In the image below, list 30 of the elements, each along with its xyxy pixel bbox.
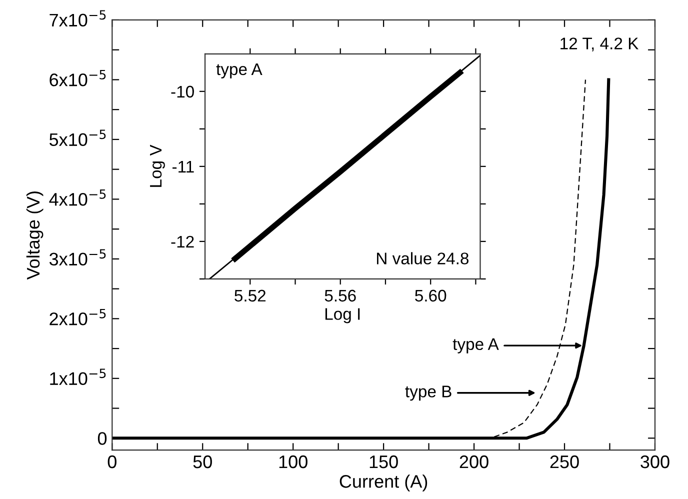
y-tick-label: 4x10$^{−5}$ bbox=[49, 189, 106, 206]
y-tick-label: 1x10$^{−5}$ bbox=[50, 368, 106, 386]
y-tick-label: 6x10$^{−5}$ bbox=[50, 70, 106, 86]
x-tick-label: 250 bbox=[550, 455, 579, 468]
x-axis-title: Current (A) bbox=[340, 474, 428, 492]
y-tick-label: -10 bbox=[171, 86, 194, 98]
x-tick-label: 5.52 bbox=[234, 290, 266, 302]
annotation: type A bbox=[216, 64, 262, 78]
y-tick-label: 0 bbox=[98, 432, 107, 445]
x-tick-label: 5.60 bbox=[415, 290, 446, 302]
y-tick-label: -11 bbox=[172, 160, 194, 172]
y-axis-title: Log V bbox=[150, 144, 165, 187]
annotation: type A bbox=[452, 338, 499, 354]
x-tick-label: 0 bbox=[108, 455, 116, 468]
annotation: N value 24.8 bbox=[377, 252, 468, 264]
x-axis-title: Log I bbox=[325, 308, 360, 324]
x-tick-label: 100 bbox=[279, 455, 308, 468]
annotation: type B bbox=[405, 386, 452, 401]
x-tick-label: 200 bbox=[460, 455, 488, 468]
x-tick-label: 5.56 bbox=[324, 290, 356, 302]
x-tick-label: 50 bbox=[193, 455, 212, 468]
y-axis-title: Voltage (V) bbox=[26, 191, 44, 280]
x-tick-label: 150 bbox=[370, 455, 398, 468]
y-tick-label: 7x10$^{−5}$ bbox=[50, 10, 106, 27]
y-tick-label: 2x10$^{−5}$ bbox=[50, 308, 106, 326]
y-tick-label: 3x10$^{−5}$ bbox=[49, 249, 106, 266]
y-tick-label: 5x10$^{−5}$ bbox=[50, 130, 106, 146]
x-tick-label: 300 bbox=[640, 455, 670, 468]
annotation: 12 T, 4.2 K bbox=[560, 38, 639, 52]
y-tick-label: -12 bbox=[171, 236, 194, 248]
